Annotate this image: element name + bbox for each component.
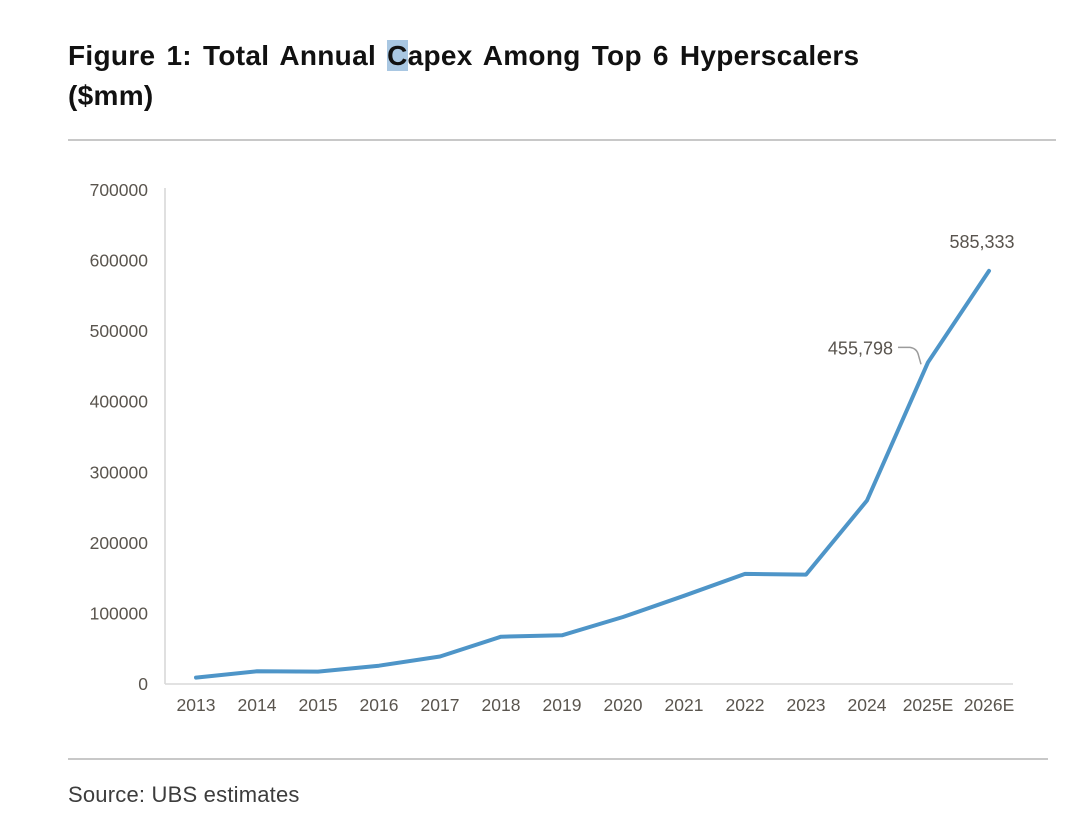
x-tick-label: 2016: [360, 695, 399, 715]
y-tick-label: 600000: [90, 251, 149, 271]
annotation-leader-line: [898, 346, 922, 365]
source-divider: [68, 758, 1048, 760]
data-label: 455,798: [828, 338, 893, 358]
x-tick-label: 2022: [726, 695, 765, 715]
y-tick-label: 500000: [90, 321, 149, 341]
data-label: 585,333: [949, 232, 1014, 252]
chart-canvas: 0 100000 200000 300000 400000 500000 600000 700…: [90, 180, 1015, 715]
x-tick-label: 2026E: [964, 695, 1015, 715]
figure-title-suffix: apex Among Top 6 Hyperscalers: [407, 40, 860, 71]
source-note: Source: UBS estimates: [68, 782, 300, 807]
x-tick-label: 2025E: [903, 695, 954, 715]
y-tick-label: 400000: [90, 392, 149, 412]
capex-line: [194, 268, 991, 680]
figure-title-prefix: Figure 1: Total Annual: [68, 40, 388, 71]
x-tick-label: 2018: [482, 695, 521, 715]
x-tick-label: 2017: [421, 695, 460, 715]
y-tick-label: 300000: [90, 462, 149, 482]
x-tick-label: 2013: [177, 695, 216, 715]
title-divider: [68, 139, 1056, 141]
y-tick-label: 200000: [90, 533, 149, 553]
capex-line-chart: 0 100000 200000 300000 400000 500000 600000 700…: [0, 150, 1080, 750]
y-tick-label: 100000: [90, 603, 149, 623]
figure-title: Figure 1: Total Annual Capex Among Top 6…: [68, 36, 1058, 116]
x-tick-label: 2024: [848, 695, 887, 715]
x-tick-label: 2023: [787, 695, 826, 715]
figure-title-units: ($mm): [68, 80, 154, 111]
y-tick-label: 700000: [90, 180, 149, 200]
x-tick-label: 2015: [299, 695, 338, 715]
y-tick-label: 0: [138, 674, 148, 694]
x-tick-label: 2019: [543, 695, 582, 715]
x-tick-label: 2021: [665, 695, 704, 715]
x-tick-label: 2020: [604, 695, 643, 715]
x-tick-label: 2014: [238, 695, 277, 715]
search-highlight: C: [387, 40, 408, 71]
